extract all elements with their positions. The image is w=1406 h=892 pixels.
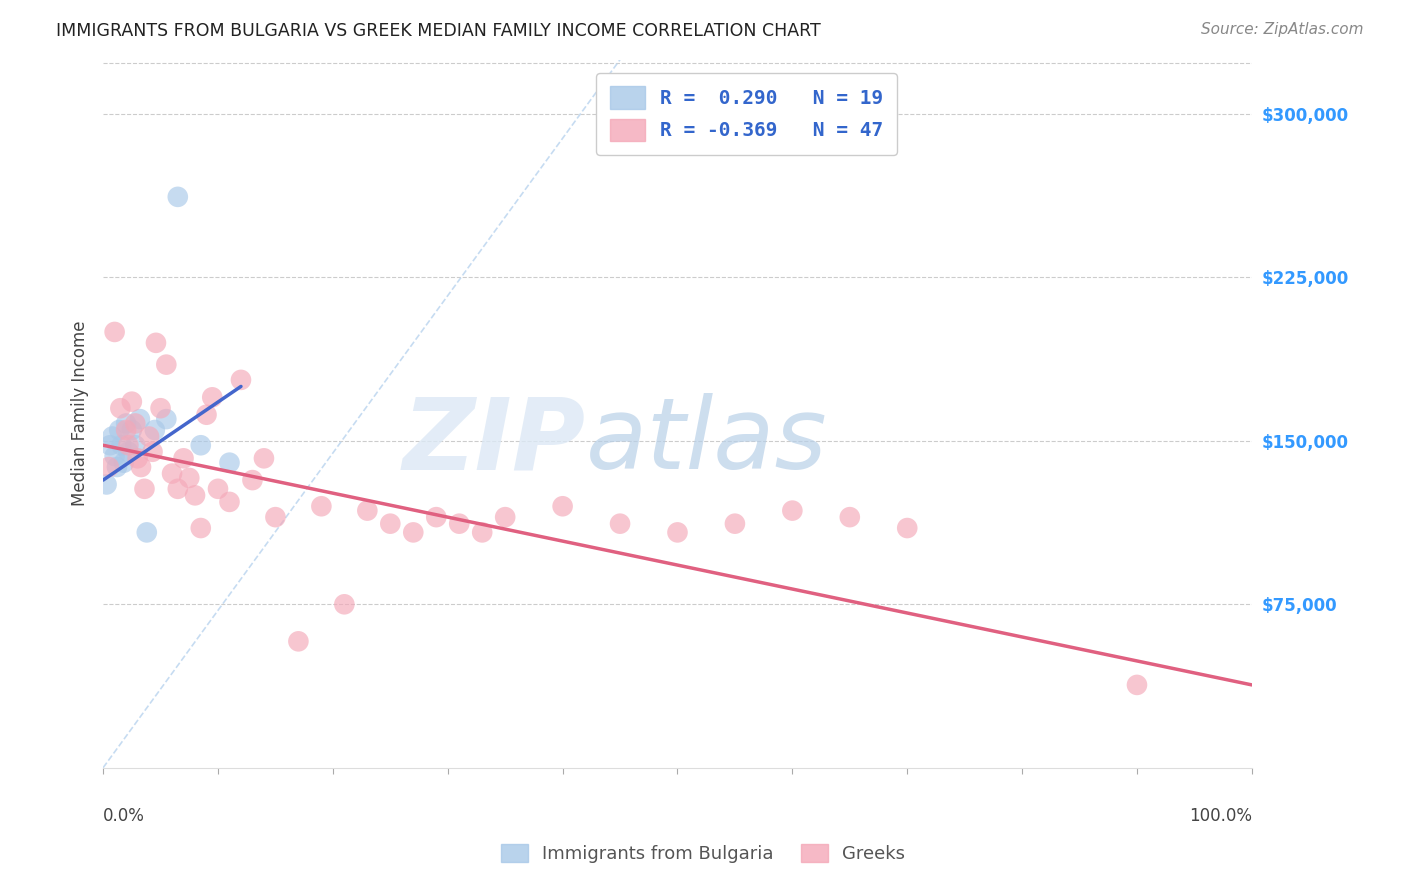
Legend: Immigrants from Bulgaria, Greeks: Immigrants from Bulgaria, Greeks <box>489 833 917 874</box>
Point <box>98 438 121 452</box>
Point <box>494 510 516 524</box>
Point <box>155 358 177 372</box>
Point <box>311 500 333 514</box>
Point <box>190 521 212 535</box>
Point <box>96 477 118 491</box>
Point <box>141 444 163 458</box>
Point <box>129 460 152 475</box>
Point <box>173 451 195 466</box>
Point <box>253 451 276 466</box>
Point <box>166 482 188 496</box>
Text: atlas: atlas <box>585 393 827 491</box>
Text: Source: ZipAtlas.com: Source: ZipAtlas.com <box>1201 22 1364 37</box>
Text: ZIP: ZIP <box>402 393 585 491</box>
Point <box>160 467 183 481</box>
Point <box>242 473 264 487</box>
Point <box>264 510 287 524</box>
Point <box>155 412 177 426</box>
Point <box>145 335 167 350</box>
Point <box>115 417 138 431</box>
Point <box>218 495 240 509</box>
Point <box>449 516 471 531</box>
Point <box>97 460 120 475</box>
Point <box>195 408 218 422</box>
Point <box>402 525 425 540</box>
Point <box>127 451 149 466</box>
Point <box>896 521 918 535</box>
Point <box>110 401 132 416</box>
Point <box>121 423 143 437</box>
Point <box>551 500 574 514</box>
Point <box>124 438 146 452</box>
Point <box>104 325 127 339</box>
Point <box>110 438 132 452</box>
Point <box>333 597 356 611</box>
Point <box>207 482 229 496</box>
Point <box>218 456 240 470</box>
Point <box>121 394 143 409</box>
Point <box>179 471 201 485</box>
Point <box>425 510 447 524</box>
Point <box>184 488 207 502</box>
Point <box>190 438 212 452</box>
Point <box>471 525 494 540</box>
Text: 100.0%: 100.0% <box>1189 806 1251 824</box>
Point <box>201 390 224 404</box>
Point <box>1126 678 1149 692</box>
Point <box>782 503 804 517</box>
Point <box>105 460 128 475</box>
Point <box>115 423 138 437</box>
Point <box>112 456 135 470</box>
Point <box>229 373 252 387</box>
Point <box>134 482 156 496</box>
Point <box>609 516 631 531</box>
Point <box>135 525 157 540</box>
Point <box>104 449 127 463</box>
Point <box>117 438 139 452</box>
Point <box>287 634 309 648</box>
Point <box>380 516 402 531</box>
Point <box>128 412 150 426</box>
Legend: R =  0.290   N = 19, R = -0.369   N = 47: R = 0.290 N = 19, R = -0.369 N = 47 <box>596 73 897 154</box>
Point <box>166 190 188 204</box>
Point <box>356 503 378 517</box>
Point <box>143 423 166 437</box>
Point <box>838 510 860 524</box>
Point <box>117 444 139 458</box>
Point <box>724 516 747 531</box>
Point <box>149 401 172 416</box>
Point <box>138 429 160 443</box>
Y-axis label: Median Family Income: Median Family Income <box>72 321 89 507</box>
Text: IMMIGRANTS FROM BULGARIA VS GREEK MEDIAN FAMILY INCOME CORRELATION CHART: IMMIGRANTS FROM BULGARIA VS GREEK MEDIAN… <box>56 22 821 40</box>
Point <box>108 423 131 437</box>
Text: 0.0%: 0.0% <box>103 806 145 824</box>
Point <box>101 429 124 443</box>
Point <box>666 525 689 540</box>
Point <box>124 417 146 431</box>
